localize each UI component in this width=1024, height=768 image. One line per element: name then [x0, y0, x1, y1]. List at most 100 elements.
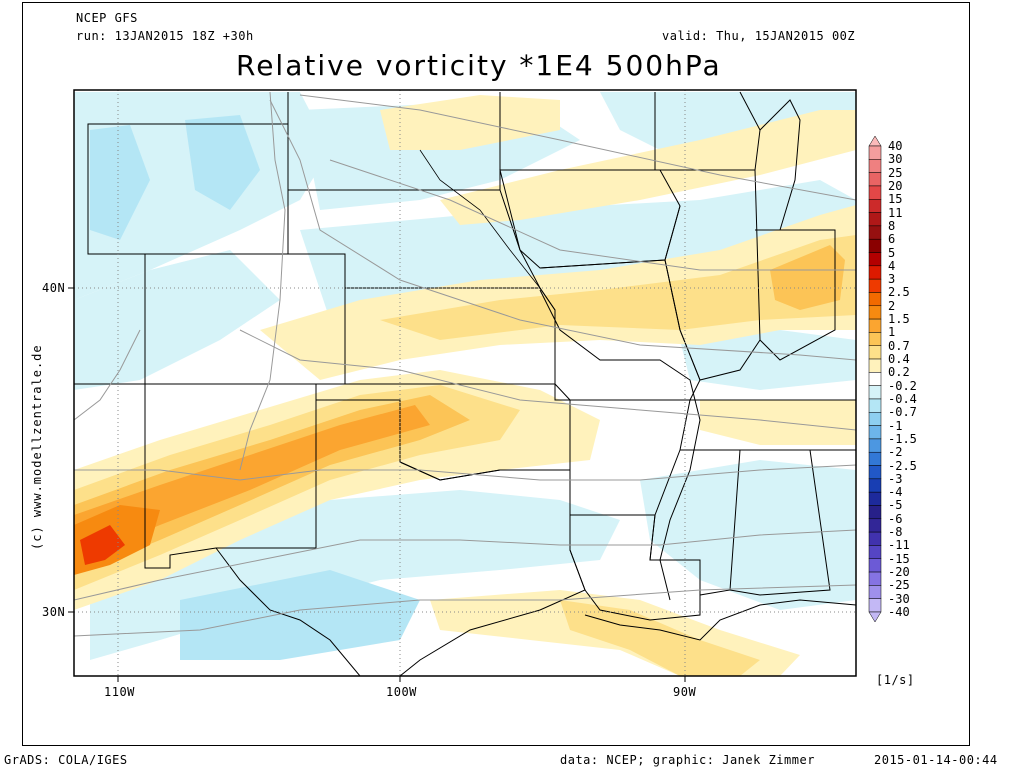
colorbar-label: -40	[888, 605, 910, 619]
colorbar-swatch	[868, 265, 882, 280]
colorbar-swatch	[868, 505, 882, 520]
colorbar-swatch	[868, 425, 882, 440]
colorbar-swatch	[868, 212, 882, 227]
chart-title: Relative vorticity *1E4 500hPa	[236, 49, 722, 82]
colorbar-label: -15	[888, 551, 910, 566]
colorbar-swatch	[868, 305, 882, 320]
colorbar-label: 2	[888, 298, 896, 313]
colorbar-label: 20	[888, 178, 903, 193]
colorbar-label: -25	[888, 578, 910, 593]
colorbar-swatch	[868, 518, 882, 533]
footer-timestamp: 2015-01-14-00:44	[874, 753, 998, 767]
colorbar-label: -0.7	[888, 405, 917, 420]
colorbar	[868, 135, 882, 623]
colorbar-swatch	[868, 159, 882, 173]
colorbar-swatch	[868, 545, 882, 559]
colorbar-swatch	[868, 278, 882, 293]
colorbar-swatch	[868, 398, 882, 413]
lon-label-90w: 90W	[673, 685, 697, 699]
colorbar-swatch	[868, 478, 882, 493]
colorbar-swatch	[868, 199, 882, 213]
colorbar-swatch	[868, 318, 882, 333]
colorbar-label: 6	[888, 232, 896, 247]
colorbar-swatch	[868, 252, 882, 267]
colorbar-swatch	[868, 358, 882, 373]
colorbar-label: 2.5	[888, 285, 910, 300]
neg-area-northwest	[74, 92, 330, 300]
colorbar-label: -0.2	[888, 378, 917, 393]
colorbar-bottom-arrow	[868, 611, 882, 623]
colorbar-swatch	[868, 292, 882, 307]
colorbar-label: -6	[888, 511, 903, 526]
colorbar-label: -2	[888, 445, 903, 460]
pos-band-ohio	[700, 400, 856, 445]
neg-area-southeast	[640, 460, 856, 610]
colorbar-label: 8	[888, 218, 896, 233]
valid-label: valid: Thu, 15JAN2015 00Z	[662, 29, 856, 43]
colorbar-label: -4	[888, 485, 903, 500]
neg-area-ohio	[680, 330, 856, 390]
colorbar-swatch	[868, 225, 882, 240]
state-boundaries	[74, 91, 856, 676]
footer-software: GrADS: COLA/IGES	[4, 753, 128, 767]
colorbar-label: -5	[888, 498, 903, 513]
neg-area-wyoming-core	[90, 125, 150, 240]
colorbar-label: 0.2	[888, 365, 910, 380]
vorticity-fill	[74, 90, 856, 676]
neg-area-central	[300, 180, 856, 320]
colorbar-swatch	[868, 145, 882, 160]
pos-band-north	[380, 95, 560, 150]
colorbar-swatch	[868, 491, 882, 506]
pos-band-gulf-2	[560, 600, 760, 676]
colorbar-unit: [1/s]	[876, 673, 915, 687]
neg-area-gulf	[180, 570, 420, 660]
model-label: NCEP GFS	[76, 11, 138, 25]
lake-michigan-shore	[759, 99, 801, 231]
colorbar-label: 0.7	[888, 338, 910, 353]
axis-ticks	[68, 287, 686, 682]
lon-label-100w: 100W	[386, 685, 417, 699]
colorbar-label: -20	[888, 565, 910, 580]
colorbar-swatch	[868, 345, 882, 360]
colorbar-label: 30	[888, 152, 903, 167]
colorbar-label: 1.5	[888, 312, 910, 327]
colorbar-swatch	[868, 385, 882, 400]
colorbar-swatch	[868, 372, 882, 386]
colorbar-swatch	[868, 531, 882, 546]
pos-band-middle-2	[380, 235, 856, 340]
colorbar-swatch	[868, 332, 882, 346]
colorbar-label: -1	[888, 418, 903, 433]
gulf-coast	[584, 599, 856, 641]
colorbar-label: -8	[888, 525, 903, 540]
pos-max-illinois	[770, 245, 845, 310]
lat-label-30n: 30N	[42, 605, 66, 619]
colorbar-label: -3	[888, 471, 903, 486]
pos-band-main-4	[74, 405, 430, 560]
colorbar-swatch	[868, 585, 882, 599]
colorbar-label: -11	[888, 538, 910, 553]
colorbar-swatch	[868, 238, 882, 253]
plot-border	[73, 89, 857, 677]
colorbar-label: 0.4	[888, 352, 910, 367]
colorbar-label: 25	[888, 165, 903, 180]
colorbar-label: 4	[888, 258, 896, 273]
tennessee-border	[680, 399, 856, 451]
illinois-border	[660, 169, 761, 381]
height-contours	[74, 91, 856, 637]
neg-area-rockies	[74, 250, 280, 390]
colorbar-label: 40	[888, 139, 903, 153]
colorbar-swatch	[868, 571, 882, 586]
neg-area-wyoming-core2	[185, 115, 260, 210]
pos-band-middle	[260, 205, 856, 380]
missouri-river	[419, 149, 541, 289]
pos-max-peak	[80, 525, 125, 565]
run-label: run: 13JAN2015 18Z +30h	[76, 29, 254, 43]
colorbar-label: -0.4	[888, 391, 917, 406]
figure-frame	[22, 2, 970, 746]
footer-credit: data: NCEP; graphic: Janek Zimmer	[560, 753, 815, 767]
colorbar-label: -2.5	[888, 458, 917, 473]
colorbar-label: 3	[888, 272, 896, 287]
colorbar-swatch	[868, 438, 882, 453]
colorbar-label: -1.5	[888, 431, 917, 446]
